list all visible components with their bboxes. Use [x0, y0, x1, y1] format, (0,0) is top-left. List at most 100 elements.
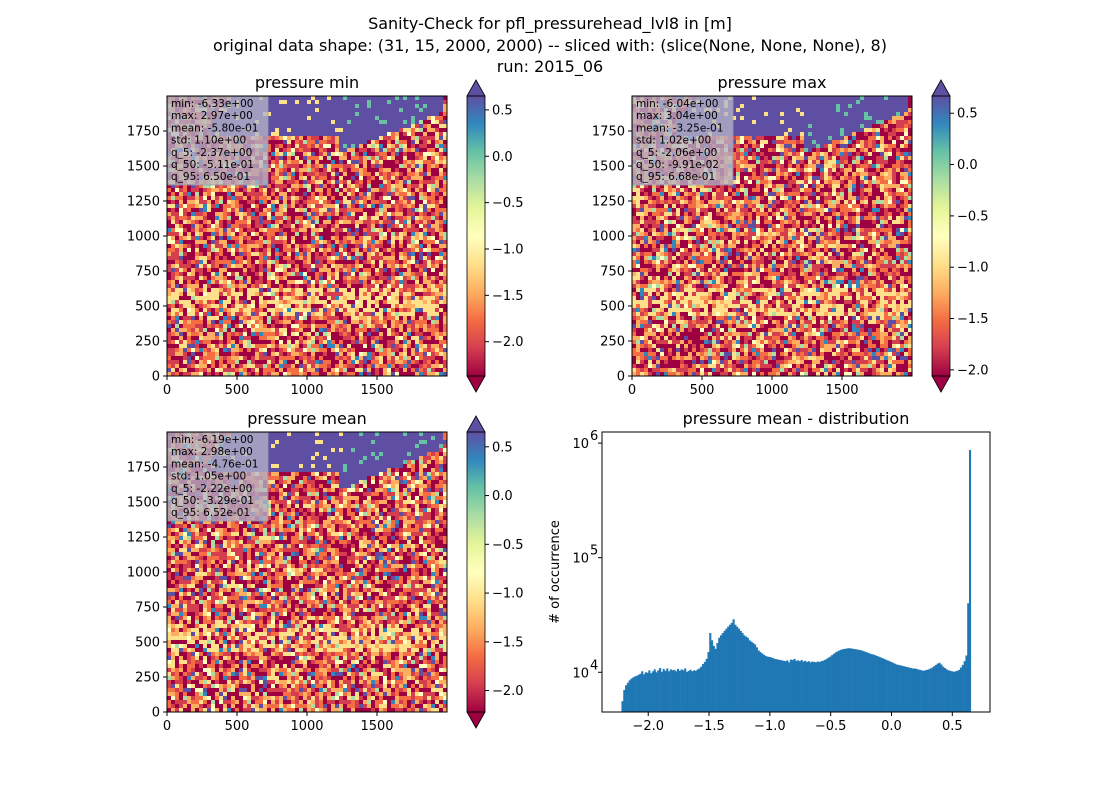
stats-line: q_50: -9.91e-02	[636, 159, 719, 171]
colorbar-extend-min	[466, 711, 486, 729]
histogram-bar	[757, 650, 760, 712]
histogram-bar	[856, 649, 859, 712]
histogram-bar	[659, 667, 662, 712]
histogram-bar	[951, 671, 954, 712]
histogram-bar	[657, 670, 660, 712]
histogram-bar	[789, 659, 792, 712]
histogram-bar	[820, 661, 823, 712]
x-tick-label: 1500	[825, 383, 858, 398]
histogram-bar	[685, 671, 689, 712]
histogram-bar	[832, 653, 835, 712]
colorbar-tick-label: −1.0	[492, 587, 524, 602]
histogram-bar	[822, 660, 825, 712]
y-tick-label: 750	[600, 265, 625, 280]
histogram-bar	[845, 648, 848, 712]
histogram-bar	[943, 667, 947, 712]
histogram-bar	[847, 648, 850, 712]
histogram-bar	[673, 669, 676, 712]
histogram-bar	[891, 662, 895, 712]
histogram-bar	[888, 661, 891, 712]
histogram-bar	[739, 630, 742, 712]
histogram-bar	[788, 662, 791, 712]
histogram-bar	[646, 672, 649, 712]
colorbar-gradient	[932, 96, 950, 376]
histogram-bar	[630, 678, 633, 712]
histogram-bar	[707, 652, 710, 712]
histogram-bar	[754, 644, 757, 712]
histogram-bar	[721, 633, 724, 712]
histogram-bar	[841, 649, 844, 712]
colorbar-tick-label: −0.5	[492, 196, 524, 211]
histogram-bar	[703, 661, 706, 712]
histogram-bar	[791, 659, 794, 712]
histogram-y-axis-label: # of occurrence	[548, 520, 563, 624]
hist-y-tick-exponent: 4	[590, 658, 598, 673]
y-tick-label: 1000	[127, 566, 160, 581]
histogram-bar	[793, 658, 796, 712]
y-tick-label: 1750	[127, 125, 160, 140]
histogram-bar	[780, 660, 783, 712]
histogram-bar	[635, 675, 638, 712]
histogram-bar	[705, 658, 708, 712]
stats-line: max: 2.97e+00	[171, 110, 253, 122]
histogram-bar	[843, 648, 846, 712]
histogram-bar	[859, 650, 862, 712]
x-tick-label: 1000	[290, 719, 323, 734]
hist-x-tick-label: −1.0	[754, 719, 786, 734]
stats-line: q_95: 6.50e-01	[171, 171, 250, 183]
y-tick-label: 1750	[592, 125, 625, 140]
histogram-bar	[866, 652, 869, 712]
histogram-bar	[884, 659, 887, 712]
y-tick-label: 250	[600, 335, 625, 350]
histogram-bar	[895, 664, 898, 712]
panel-title-mean: pressure mean	[247, 409, 367, 428]
colorbar: −2.0 −1.5 −1.0 −0.5 0.0 0.5	[466, 415, 524, 729]
histogram-bar	[918, 669, 921, 712]
suptitle-line-1: Sanity-Check for pfl_pressurehead_lvl8 i…	[368, 14, 732, 34]
histogram-bar	[807, 661, 810, 712]
colorbar-tick-label: −1.5	[957, 312, 989, 327]
histogram-bar	[743, 635, 746, 712]
x-tick-label: 500	[225, 383, 250, 398]
histogram-bar	[623, 690, 626, 712]
histogram-bar	[883, 658, 886, 712]
histogram-bar	[854, 649, 857, 712]
histogram-bar	[639, 673, 642, 712]
y-tick-label: 250	[135, 335, 160, 350]
histogram-bar	[836, 651, 839, 712]
histogram-bar	[694, 670, 697, 712]
histogram-bar	[818, 661, 821, 712]
histogram-bar	[723, 630, 726, 712]
histogram-bar	[693, 670, 696, 712]
colorbar-tick-label: −1.5	[492, 635, 524, 650]
colorbar-tick-label: 0.5	[492, 440, 513, 455]
histogram-bar	[938, 662, 941, 712]
histogram-bar	[714, 648, 717, 712]
hist-y-tick-label: 10	[572, 552, 589, 567]
hist-y-tick-label: 10	[572, 437, 589, 452]
histogram-bar	[904, 666, 907, 712]
histogram-bar	[634, 676, 637, 712]
histogram-frame	[601, 431, 991, 713]
stats-line: mean: -3.25e-01	[636, 122, 723, 134]
histogram-bar	[809, 662, 812, 712]
histogram-bar	[834, 652, 837, 712]
histogram-bar	[642, 674, 646, 712]
histogram-bar	[745, 636, 748, 712]
x-tick-label: 0	[163, 719, 171, 734]
stats-line: q_50: -3.29e-01	[171, 495, 254, 507]
histogram-bar	[924, 670, 927, 712]
histogram-bar	[925, 669, 929, 712]
histogram-bar	[922, 670, 925, 712]
colorbar-extend-min	[466, 375, 486, 393]
histogram-bar	[886, 660, 889, 712]
histogram-bars	[621, 450, 972, 712]
histogram-bar	[800, 659, 803, 712]
histogram-bar	[655, 672, 658, 712]
histogram-bar	[890, 661, 893, 712]
histogram-bar	[893, 663, 896, 712]
colorbar-tick-label: −2.0	[492, 684, 524, 699]
colorbar-gradient	[467, 432, 485, 712]
